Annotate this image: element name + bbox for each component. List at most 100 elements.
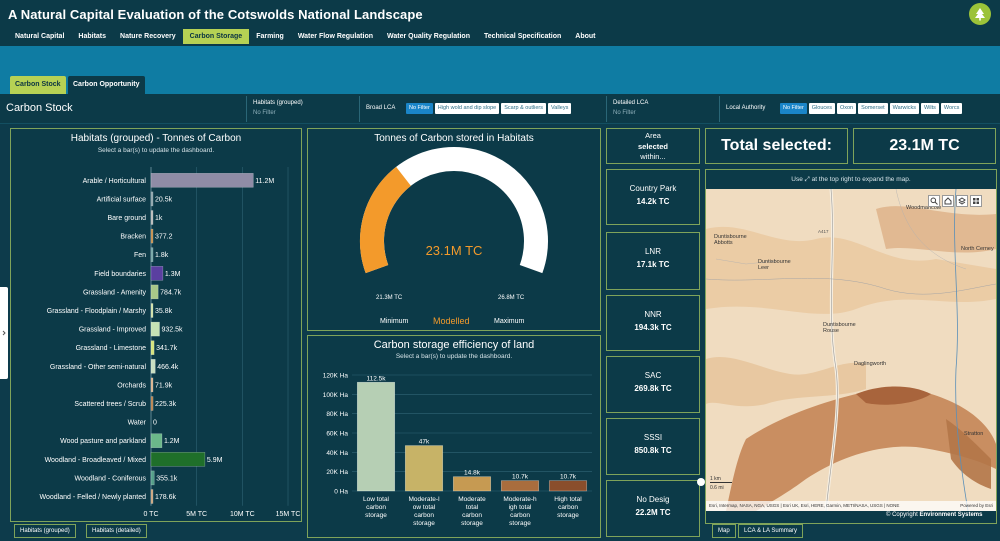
- category-label: Moderate-l: [408, 496, 440, 503]
- habitat-bar[interactable]: [150, 433, 163, 448]
- filter-button-no-filter[interactable]: No Filter: [406, 103, 433, 114]
- nav-item-water-flow-regulation[interactable]: Water Flow Regulation: [297, 33, 373, 40]
- habitat-bar[interactable]: [150, 191, 154, 207]
- category-label: Grassland - Limestone: [76, 345, 147, 352]
- map-home-icon[interactable]: [942, 195, 954, 207]
- filter-button-wilts[interactable]: Wilts: [921, 103, 939, 114]
- detailed-lca-value[interactable]: No Filter: [613, 110, 636, 116]
- map-resize-handle[interactable]: [697, 478, 705, 486]
- designation-card[interactable]: Country Park 14.2k TC: [606, 169, 700, 225]
- side-panel-toggle[interactable]: [0, 287, 8, 379]
- nav-item-nature-recovery[interactable]: Nature Recovery: [120, 33, 176, 40]
- habitat-bar[interactable]: [150, 210, 154, 225]
- filter-button-worcs[interactable]: Worcs: [940, 103, 963, 114]
- category-label: Orchards: [117, 382, 146, 389]
- bar-value-label: 225.3k: [155, 401, 177, 408]
- bar-value-label: 466.4k: [157, 364, 179, 371]
- habitat-bar[interactable]: [150, 396, 154, 411]
- habitat-bar[interactable]: [150, 303, 154, 318]
- designation-card[interactable]: SAC 269.8k TC: [606, 356, 700, 413]
- habitat-bar[interactable]: [150, 377, 154, 393]
- habitat-bar[interactable]: [150, 173, 254, 188]
- filter-button-oxon[interactable]: Oxon: [836, 103, 857, 114]
- nav-item-farming[interactable]: Farming: [256, 33, 284, 40]
- gauge-modelled-label: Modelled: [433, 316, 470, 326]
- map-attribution[interactable]: Esri, Intermap, NASA, NGA, USGS | Esri U…: [709, 503, 900, 508]
- y-tick-label: 0 Ha: [334, 489, 348, 496]
- habitat-bar[interactable]: [150, 452, 206, 467]
- designation-label: SAC: [644, 371, 662, 380]
- nav-item-carbon-storage[interactable]: Carbon Storage: [182, 29, 250, 44]
- page-title: Carbon Stock: [6, 102, 73, 114]
- bar-value-label: 1.2M: [164, 438, 180, 445]
- nav-item-water-quality-regulation[interactable]: Water Quality Regulation: [387, 33, 470, 40]
- habitat-bar[interactable]: [150, 247, 154, 262]
- filter-button-valleys[interactable]: Valleys: [548, 103, 572, 114]
- habitat-bar[interactable]: [150, 228, 154, 244]
- tab-map[interactable]: Map: [712, 524, 736, 538]
- habitat-bar[interactable]: [150, 321, 160, 337]
- filter-button-glouces[interactable]: Glouces: [808, 103, 835, 114]
- tab-carbon-opportunity[interactable]: Carbon Opportunity: [68, 76, 145, 94]
- bar-value-label: 10.7k: [560, 474, 577, 481]
- map-view[interactable]: Duntisbourne Abbotts Duntisbourne Leer D…: [706, 189, 996, 511]
- gauge-center-value: 23.1M TC: [425, 243, 483, 258]
- category-label: Arable / Horticultural: [83, 178, 147, 185]
- efficiency-bar[interactable]: [452, 476, 492, 492]
- filter-button-scarp-outliers[interactable]: Scarp & outliers: [501, 103, 547, 114]
- tab-habitats-grouped[interactable]: Habitats (grouped): [14, 524, 76, 538]
- nav-item-technical-specification[interactable]: Technical Specification: [483, 33, 562, 40]
- filter-button-no-filter[interactable]: No Filter: [780, 103, 807, 114]
- habitats-chart-panel: Habitats (grouped) - Tonnes of Carbon Se…: [10, 128, 302, 522]
- nav-item-natural-capital[interactable]: Natural Capital: [15, 33, 65, 40]
- efficiency-bar[interactable]: [356, 381, 396, 492]
- category-label: Artificial surface: [97, 196, 147, 203]
- y-tick-label: 40K Ha: [326, 450, 348, 457]
- category-label: carbon: [462, 512, 482, 519]
- category-label: storage: [557, 512, 579, 519]
- copyright-text: © Copyright Environment Systems: [886, 512, 982, 518]
- designation-card[interactable]: LNR 17.1k TC: [606, 232, 700, 290]
- tab-habitats-detailed[interactable]: Habitats (detailed): [86, 524, 147, 538]
- tree-logo-icon[interactable]: [969, 3, 991, 25]
- habitat-bar[interactable]: [150, 340, 155, 355]
- nav-item-about[interactable]: About: [575, 33, 596, 40]
- bar-value-label: 71.9k: [155, 382, 173, 389]
- map-scale-km: 1 km: [710, 476, 732, 483]
- filter-button-high-wold-and-dip-slope[interactable]: High wold and dip slope: [434, 103, 500, 114]
- map-layers-icon[interactable]: [956, 195, 968, 207]
- x-tick-label: 5M TC: [186, 511, 207, 518]
- map-search-icon[interactable]: [928, 195, 940, 207]
- efficiency-bar[interactable]: [404, 445, 444, 492]
- divider: [719, 96, 720, 122]
- designation-card[interactable]: NNR 194.3k TC: [606, 295, 700, 351]
- map-place-duntisbourne-rouse: Duntisbourne Rouse: [823, 322, 856, 334]
- filter-button-somerset[interactable]: Somerset: [858, 103, 888, 114]
- total-selected-value-card: 23.1M TC: [853, 128, 996, 164]
- efficiency-bar[interactable]: [548, 480, 588, 492]
- map-powered-by[interactable]: Powered by Esri: [960, 503, 993, 508]
- bar-value-label: 1k: [155, 215, 163, 222]
- designation-card[interactable]: SSSI 850.8k TC: [606, 418, 700, 475]
- habitat-bar[interactable]: [150, 489, 154, 504]
- designation-label: SSSI: [643, 433, 663, 442]
- nav-item-habitats[interactable]: Habitats: [78, 33, 107, 40]
- filter-button-warwicks[interactable]: Warwicks: [889, 103, 919, 114]
- map-basemap-icon[interactable]: [970, 195, 982, 207]
- habitats-chart-title: Habitats (grouped) - Tonnes of Carbon: [70, 133, 242, 144]
- habitats-filter-value[interactable]: No Filter: [253, 110, 276, 116]
- habitat-bar[interactable]: [150, 266, 164, 281]
- designation-card[interactable]: No Desig 22.2M TC: [606, 480, 700, 537]
- habitat-bar[interactable]: [150, 284, 159, 300]
- bar-value-label: 784.7k: [160, 289, 182, 296]
- designation-label: Country Park: [629, 184, 677, 193]
- category-label: storage: [509, 520, 531, 527]
- habitat-bar[interactable]: [150, 470, 155, 486]
- habitat-bar[interactable]: [150, 359, 156, 374]
- bar-value-label: 178.6k: [155, 494, 177, 501]
- tab-carbon-stock[interactable]: Carbon Stock: [10, 76, 66, 94]
- tab-lca-la-summary[interactable]: LCA & LA Summary: [738, 524, 804, 538]
- efficiency-bar[interactable]: [500, 480, 540, 492]
- area-selected-card: Area selected within...: [606, 128, 700, 164]
- gauge-fill: [360, 166, 412, 274]
